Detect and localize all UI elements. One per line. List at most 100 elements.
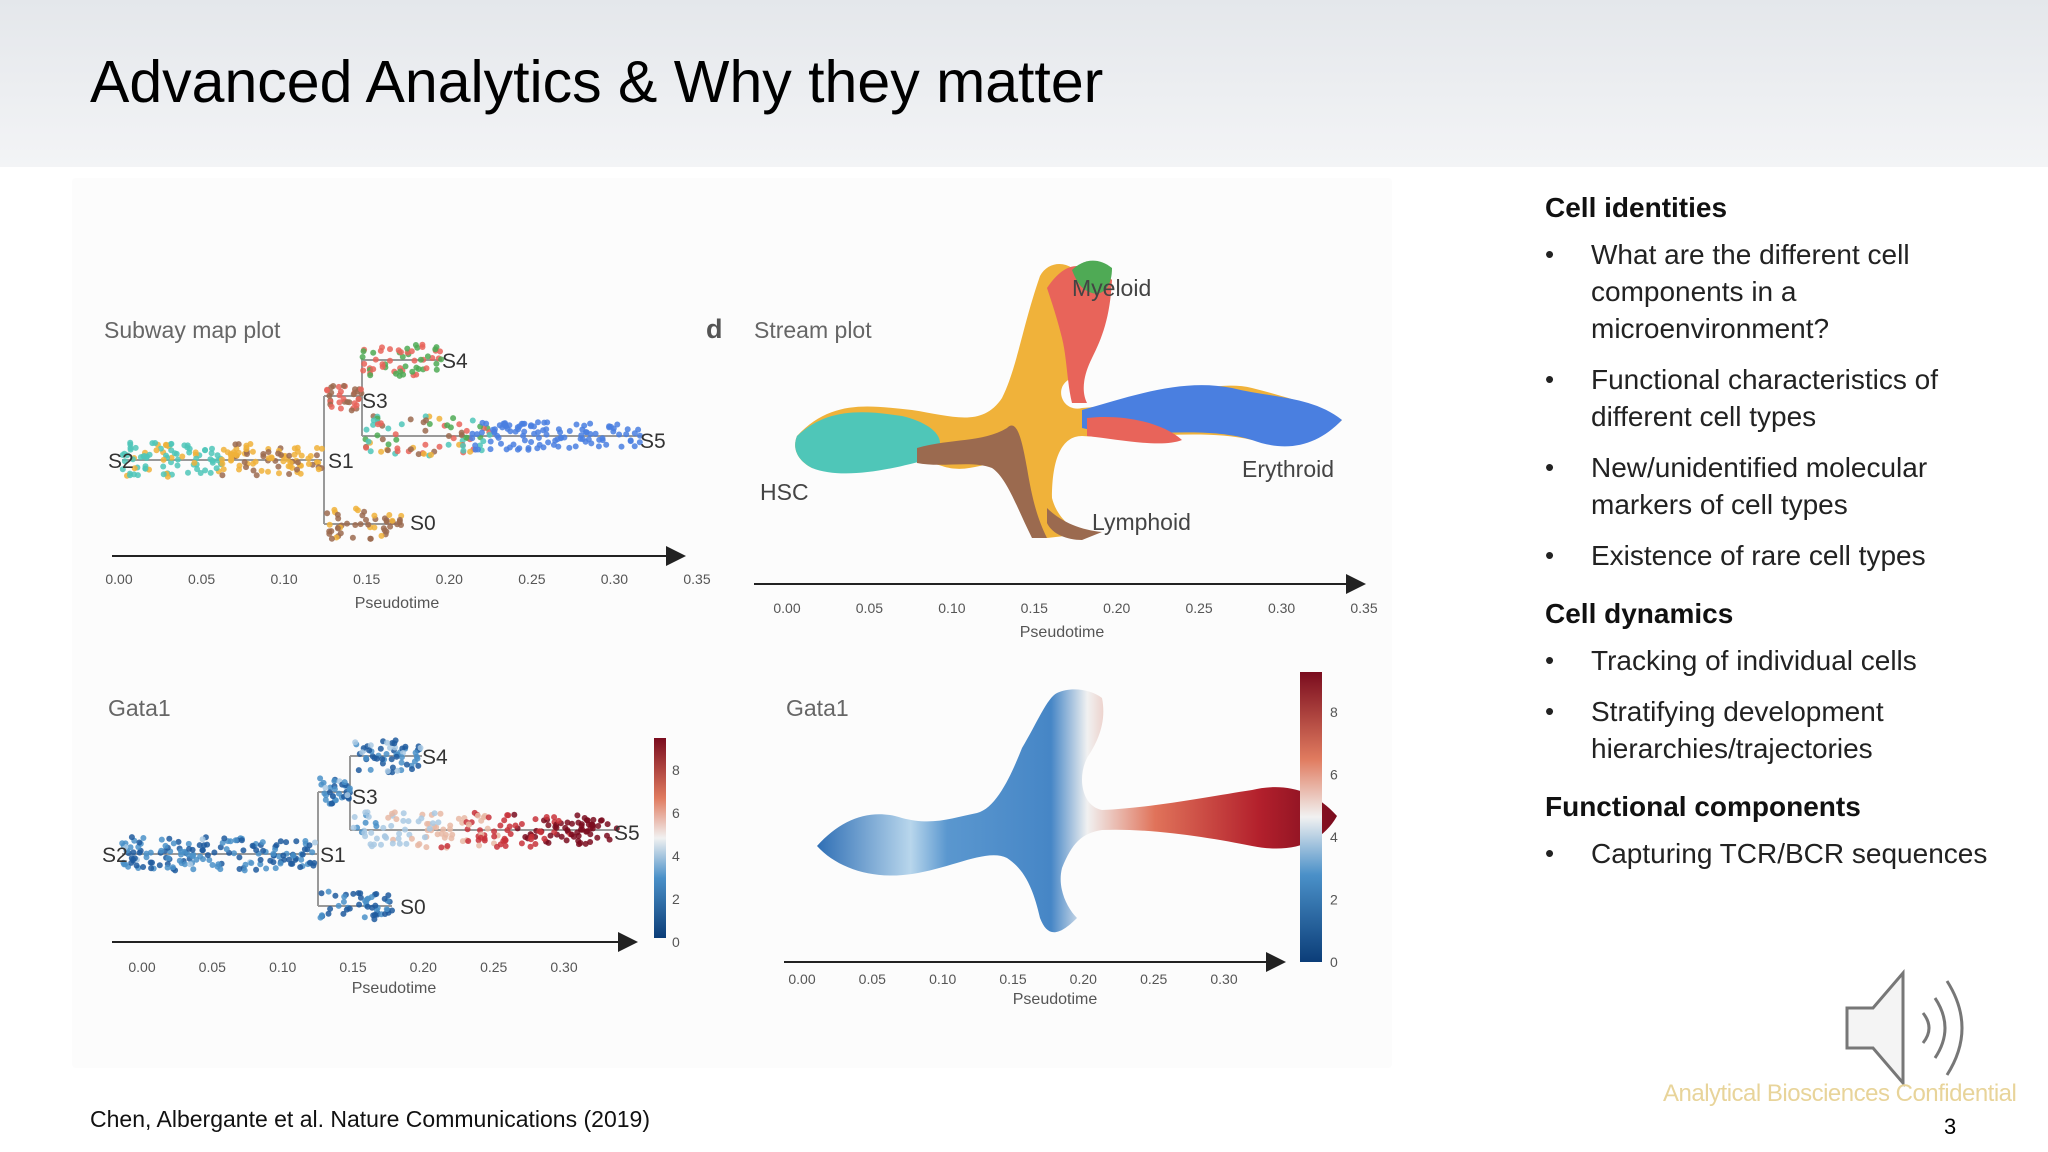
- scatter-point: [569, 820, 575, 827]
- scatter-point: [581, 422, 588, 429]
- scatter-point: [170, 840, 177, 847]
- scatter-point: [213, 465, 220, 472]
- section-heading: Functional components: [1545, 791, 1861, 822]
- speaker-icon[interactable]: [1843, 963, 2003, 1093]
- scatter-point: [363, 426, 370, 433]
- scatter-point: [295, 448, 301, 455]
- bullet-item: New/unidentified molecular markers of ce…: [1545, 449, 2035, 523]
- branch-myeloid: Myeloid: [1072, 275, 1151, 301]
- scatter-point: [202, 467, 209, 474]
- scatter-point: [286, 856, 293, 863]
- scatter-point: [478, 429, 485, 436]
- scatter-point: [185, 469, 191, 476]
- scatter-point: [280, 458, 287, 465]
- tick-label: 0.15: [999, 971, 1026, 987]
- scatter-point: [352, 522, 359, 528]
- scatter-point: [202, 447, 208, 454]
- scatter-point: [232, 441, 239, 448]
- scatter-point: [531, 430, 538, 437]
- bullet-item: Capturing TCR/BCR sequences: [1545, 835, 2035, 872]
- scatter-point: [391, 740, 398, 747]
- scatter-point: [597, 817, 604, 824]
- scatter-point: [336, 399, 343, 406]
- scatter-point: [378, 448, 385, 455]
- scatter-point: [438, 844, 445, 851]
- confidential-watermark: Analytical Biosciences Confidential: [1663, 1080, 2017, 1107]
- scatter-point: [370, 421, 377, 428]
- scatter-point: [469, 417, 476, 424]
- scatter-point: [370, 417, 377, 424]
- scatter-point: [357, 890, 364, 897]
- scatter-point: [387, 346, 393, 353]
- gata1-node-s5: S5: [614, 822, 640, 845]
- scatter-point: [244, 451, 250, 457]
- scatter-point: [616, 431, 623, 438]
- scatter-point: [325, 910, 332, 917]
- stream-title: Stream plot: [754, 317, 872, 343]
- gata1-left-axis-label: Pseudotime: [352, 980, 437, 997]
- tick-label: 0.05: [856, 600, 883, 616]
- scatter-point: [415, 451, 422, 458]
- scatter-point: [472, 446, 479, 453]
- scatter-point: [228, 456, 235, 463]
- scatter-point: [331, 778, 338, 784]
- scatter-point: [359, 354, 366, 360]
- scatter-point: [480, 438, 487, 445]
- scatter-point: [464, 826, 471, 833]
- scatter-point: [357, 521, 364, 528]
- slide-title: Advanced Analytics & Why they matter: [90, 49, 1104, 115]
- scatter-point: [385, 814, 392, 821]
- scatter-point: [187, 861, 194, 868]
- scatter-point: [386, 512, 393, 518]
- scatter-point: [512, 428, 519, 435]
- scatter-point: [232, 837, 239, 844]
- scatter-point: [367, 448, 374, 455]
- bullet-item: Stratifying development hierarchies/traj…: [1545, 693, 2035, 767]
- scatter-point: [147, 859, 154, 866]
- scatter-point: [276, 470, 282, 477]
- scatter-point: [396, 830, 403, 837]
- tick-label: 0.25: [1140, 971, 1167, 987]
- gata1-node-s0: S0: [400, 896, 426, 919]
- scatter-point: [415, 762, 422, 769]
- scatter-point: [551, 814, 558, 821]
- scatter-point: [201, 842, 208, 849]
- scatter-point: [326, 528, 333, 535]
- scatter-point: [196, 842, 203, 849]
- scatter-point: [334, 511, 341, 518]
- scatter-point: [346, 787, 353, 794]
- tick-label: 0.00: [788, 971, 815, 987]
- scatter-point: [424, 820, 431, 827]
- scatter-point: [521, 437, 528, 444]
- scatter-point: [359, 749, 366, 756]
- scatter-point: [351, 814, 358, 820]
- colorbar-tick-label: 4: [1330, 829, 1338, 845]
- scatter-point: [160, 463, 167, 470]
- scatter-point: [389, 764, 396, 771]
- scatter-point: [450, 435, 457, 442]
- figure-panel: Subway map plot S2 S1 S3 S4 S5 S0 0.00 0.…: [72, 178, 1392, 1068]
- scatter-point: [555, 426, 562, 433]
- scatter-point: [360, 348, 367, 355]
- scatter-point: [248, 860, 255, 866]
- gata1-node-s4: S4: [422, 746, 448, 769]
- scatter-point: [444, 422, 451, 429]
- scatter-point: [445, 441, 452, 448]
- gata1-node-s3: S3: [352, 786, 378, 809]
- scatter-point: [467, 448, 474, 455]
- scatter-point: [359, 512, 366, 519]
- scatter-point: [119, 840, 126, 847]
- scatter-point: [437, 348, 443, 355]
- gata1-left-colorbar-ticks: 0 2 4 6 8: [672, 762, 680, 950]
- scatter-point: [393, 753, 400, 760]
- scatter-point: [325, 888, 332, 895]
- subway-node-s4: S4: [442, 350, 468, 373]
- tick-label: 0.30: [1268, 600, 1295, 616]
- scatter-point: [465, 821, 472, 828]
- scatter-point: [383, 906, 390, 913]
- scatter-point: [176, 857, 183, 864]
- scatter-point: [584, 817, 591, 824]
- scatter-point: [491, 429, 498, 436]
- subway-title: Subway map plot: [104, 317, 281, 343]
- scatter-point: [142, 465, 149, 472]
